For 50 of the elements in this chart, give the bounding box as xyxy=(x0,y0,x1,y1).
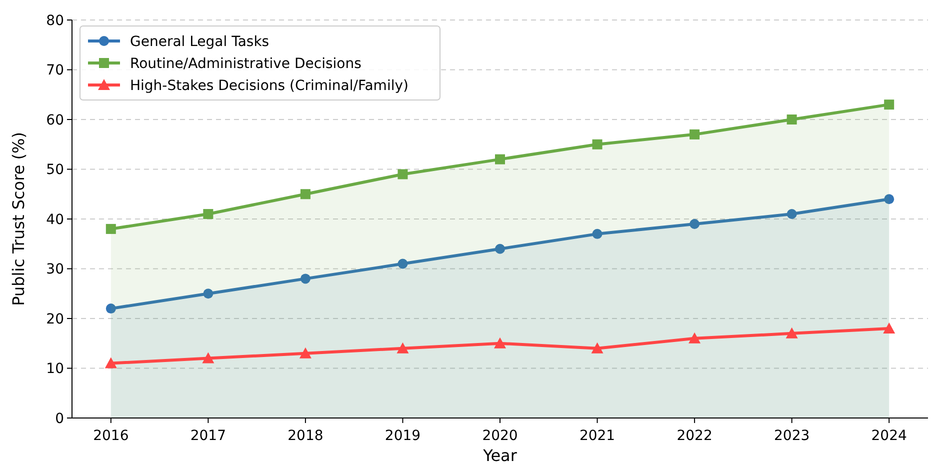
point xyxy=(592,228,602,239)
x-tick-label: 2021 xyxy=(579,428,616,444)
x-tick-label: 2019 xyxy=(384,428,421,444)
point xyxy=(591,342,604,354)
point xyxy=(592,139,602,150)
y-tick-label: 0 xyxy=(55,410,64,427)
point xyxy=(398,258,408,269)
point xyxy=(104,357,117,368)
y-tick-label: 70 xyxy=(46,62,64,79)
point xyxy=(299,347,312,358)
point xyxy=(106,224,116,234)
point xyxy=(884,194,894,204)
y-tick-label: 40 xyxy=(46,212,64,228)
point xyxy=(495,244,505,254)
point xyxy=(495,154,505,164)
point xyxy=(690,218,700,229)
point xyxy=(202,352,214,364)
legend-label: Routine/Administrative Decisions xyxy=(130,56,362,72)
y-tick-label: 60 xyxy=(46,112,64,128)
x-tick-label: 2016 xyxy=(93,428,129,444)
point xyxy=(786,114,797,124)
x-tick-label: 2020 xyxy=(482,428,518,444)
point xyxy=(690,129,700,140)
point xyxy=(398,169,408,180)
legend-label: General Legal Tasks xyxy=(130,34,270,50)
y-tick-label: 50 xyxy=(46,162,64,178)
point xyxy=(300,189,310,200)
point xyxy=(396,342,409,354)
point xyxy=(786,327,798,338)
y-axis-title: Public Trust Score (%) xyxy=(9,132,28,306)
y-tick-label: 20 xyxy=(46,311,64,328)
point xyxy=(494,337,506,348)
y-tick-label: 80 xyxy=(46,12,64,29)
point xyxy=(883,322,896,334)
x-tick-label: 2017 xyxy=(190,428,226,444)
x-tick-label: 2024 xyxy=(871,428,907,444)
point xyxy=(203,288,214,299)
legend-label: High-Stakes Decisions (Criminal/Family) xyxy=(130,78,408,94)
x-tick-label: 2018 xyxy=(288,428,324,444)
y-tick-label: 10 xyxy=(46,361,64,378)
point xyxy=(106,304,116,314)
x-axis-title: Year xyxy=(482,446,518,465)
x-tick-label: 2022 xyxy=(676,428,712,444)
point xyxy=(688,332,701,344)
point xyxy=(884,100,894,110)
point xyxy=(203,209,214,220)
y-tick-label: 30 xyxy=(46,262,64,278)
point xyxy=(300,274,310,284)
x-tick-label: 2023 xyxy=(774,428,810,444)
point xyxy=(786,209,797,220)
